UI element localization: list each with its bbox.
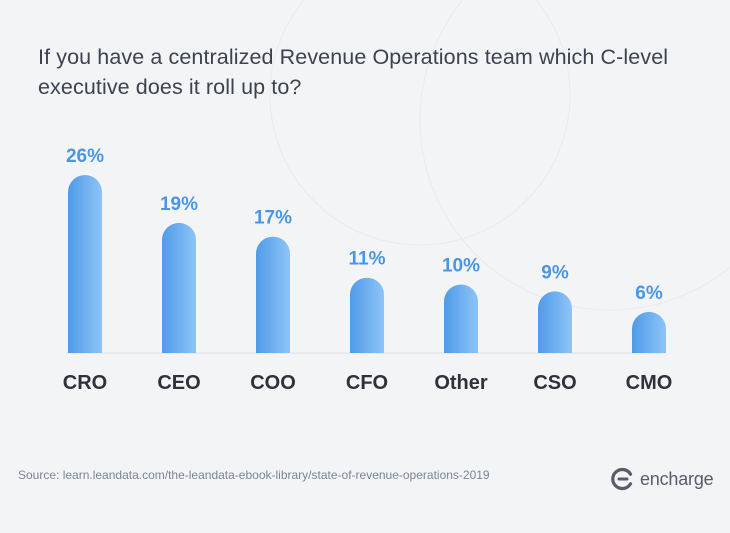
value-label: 17% [254,208,292,229]
category-label: CEO [157,372,200,394]
brand-logo[interactable]: encharge [610,466,714,492]
category-label: Other [434,372,488,394]
encharge-logo-icon [611,467,633,491]
value-label: 11% [349,249,386,270]
bar-cmo [632,311,666,353]
bar-other [444,284,478,353]
bar-cso [538,291,572,353]
category-label: COO [250,372,296,394]
category-label: CRO [63,372,107,394]
value-label: 26% [66,146,104,167]
value-label: 10% [442,256,480,277]
source-note: Source: learn.leandata.com/the-leandata-… [18,468,490,482]
category-label: CMO [626,372,673,394]
value-label: 19% [160,194,198,215]
bar-ceo [162,222,196,353]
value-label: 6% [635,283,663,304]
chart-title: If you have a centralized Revenue Operat… [38,45,669,99]
bar-coo [256,236,290,353]
value-label: 9% [541,262,569,283]
category-label: CFO [346,372,388,394]
bar-cfo [350,277,384,353]
category-label: CSO [533,372,576,394]
bar-cro [68,175,102,353]
bars-group: 26% CRO 19% CEO 17% COO 11% CFO 10% Other 9% CSO 6% C… [63,146,673,394]
brand-name: encharge [640,468,714,489]
